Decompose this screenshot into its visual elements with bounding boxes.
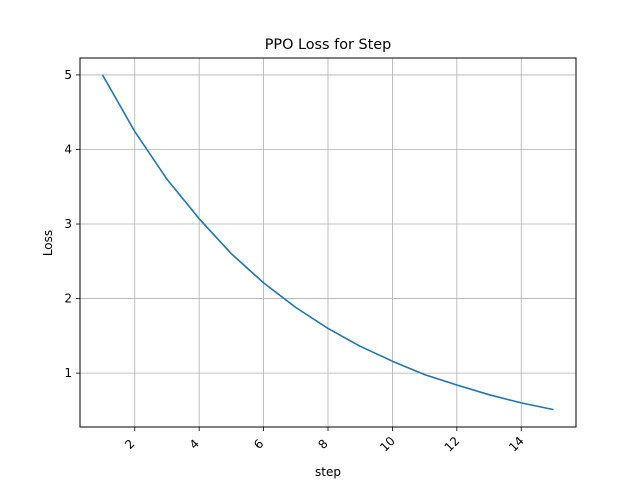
chart-title: PPO Loss for Step [265,37,392,53]
loss-line [101,74,554,411]
series-layer [101,74,554,411]
y-tick-label: 3 [64,217,72,231]
y-axis-label: Loss [41,230,55,256]
y-tick-label: 1 [64,366,72,380]
x-axis-label: step [315,465,341,479]
y-tick-label: 4 [64,142,72,156]
y-tick-label: 2 [64,292,72,306]
y-tick-label: 5 [64,68,72,82]
grid-lines [80,58,576,427]
y-axis: 1 2 3 4 5 [64,68,80,380]
